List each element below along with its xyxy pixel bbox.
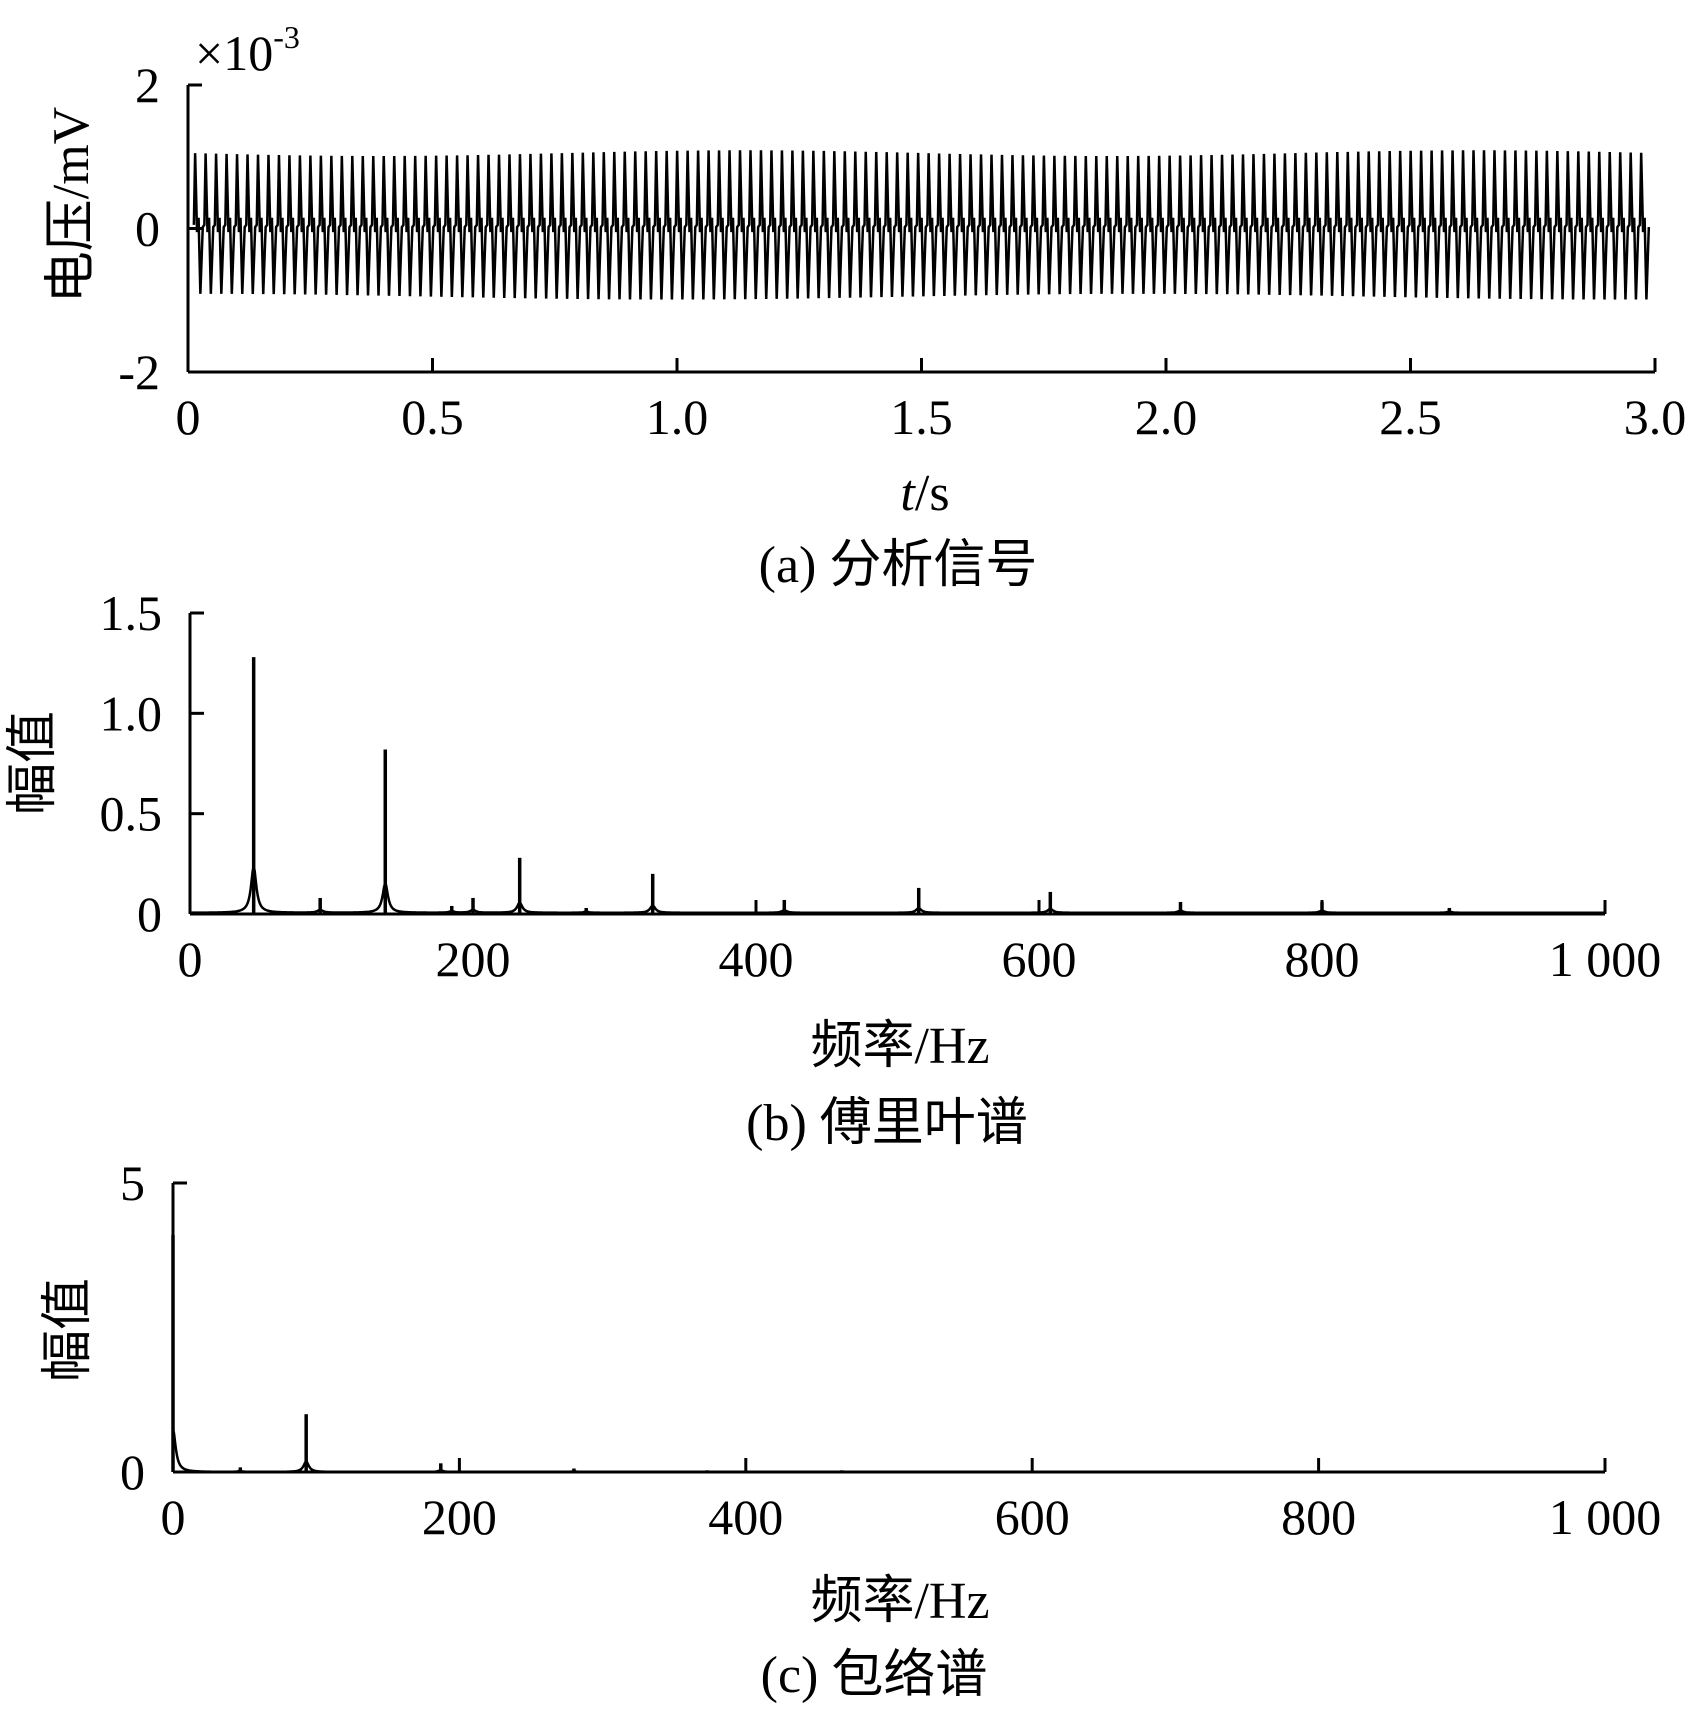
panel-b-y-tick-label: 0 xyxy=(137,886,162,942)
panel-a-y-multiplier-base: ×10 xyxy=(195,25,273,81)
panel-a-series xyxy=(192,150,1651,300)
panel-a-ticks: 0 0.5 1.0 1.5 2.0 2.5 3.0 -2 0 2 xyxy=(118,57,1686,445)
panel-a-x-tick-label: 2.5 xyxy=(1379,389,1442,445)
panel-a-y-tick-label: -2 xyxy=(118,344,160,400)
panel-c-y-label: 幅值 xyxy=(40,1278,97,1382)
panel-c-x-tick-label: 400 xyxy=(708,1489,783,1545)
panel-a-x-tick-label: 1.0 xyxy=(646,389,709,445)
panel-a-signal: 0 0.5 1.0 1.5 2.0 2.5 3.0-202 ×10-3 电压/mV t/s … xyxy=(43,19,1686,594)
panel-a-caption: (a) 分析信号 xyxy=(759,537,1038,594)
panel-c-x-tick-label: 0 xyxy=(161,1489,186,1545)
panel-b-y-tick-label: 1.5 xyxy=(100,585,163,641)
panel-a-y-multiplier: ×10-3 xyxy=(195,19,300,81)
panel-b-y-tick-label: 1.0 xyxy=(100,685,163,741)
panel-c-x-tick-label: 600 xyxy=(995,1489,1070,1545)
panel-a-x-tick-label: 0 xyxy=(176,389,201,445)
panel-b-x-tick-label: 1 000 xyxy=(1549,931,1662,987)
panel-a-y-tick-label: 0 xyxy=(135,201,160,257)
panel-b-x-label: 频率/Hz xyxy=(810,1018,989,1075)
panel-c-y-tick-label: 5 xyxy=(120,1155,145,1211)
panel-b-x-tick-label: 800 xyxy=(1285,931,1360,987)
panel-b-spectrum-line xyxy=(190,866,1605,915)
panel-b-x-tick-label: 600 xyxy=(1002,931,1077,987)
panel-b-caption: (b) 傅里叶谱 xyxy=(746,1095,1028,1152)
panel-b-fourier: 0 200 400 600 800 1 000 0 0.5 1.0 1.5 幅值 频率/Hz (b… xyxy=(5,585,1661,1152)
panel-b-x-tick-label: 200 xyxy=(436,931,511,987)
panel-b-x-tick-label: 0 xyxy=(178,931,203,987)
panel-c-x-label: 频率/Hz xyxy=(810,1573,989,1630)
panel-b-ticks: 0 200 400 600 800 1 000 0 0.5 1.0 1.5 xyxy=(100,585,1662,987)
panel-c-ticks: 0 200 400 600 800 1 000 0 5 xyxy=(120,1155,1661,1545)
panel-a-x-label-unit: /s xyxy=(915,465,950,522)
panel-b-y-label: 幅值 xyxy=(5,711,62,815)
panel-b-series xyxy=(190,657,1605,915)
panel-c-y-tick-label: 0 xyxy=(120,1444,145,1500)
panel-c-x-tick-label: 200 xyxy=(422,1489,497,1545)
panel-c-x-tick-label: 1 000 xyxy=(1549,1489,1662,1545)
panel-a-x-tick-label: 3.0 xyxy=(1624,389,1687,445)
panel-c-series xyxy=(171,1235,1605,1474)
panel-a-x-tick-label: 2.0 xyxy=(1135,389,1198,445)
panel-a-y-label: 电压/mV xyxy=(43,107,100,303)
panel-a-signal-line xyxy=(192,150,1651,300)
panel-a-y-multiplier-exp: -3 xyxy=(273,19,300,55)
panel-a-x-tick-label: 1.5 xyxy=(890,389,953,445)
panel-a-y-tick-label: 2 xyxy=(135,57,160,113)
panel-c-caption: (c) 包络谱 xyxy=(761,1647,988,1704)
panel-b-y-tick-label: 0.5 xyxy=(100,786,163,842)
panel-a-x-label: t/s xyxy=(900,465,949,522)
panel-a-x-tick-label: 0.5 xyxy=(401,389,464,445)
panel-c-envelope: 0 200 400 600 800 1 000 0 5 幅值 频率/Hz (c) 包络谱 xyxy=(40,1155,1661,1704)
panel-c-spectrum-line xyxy=(171,1429,1605,1474)
panel-a-x-label-var: t xyxy=(900,465,916,522)
panel-c-x-tick-label: 800 xyxy=(1281,1489,1356,1545)
panel-b-x-tick-label: 400 xyxy=(719,931,794,987)
